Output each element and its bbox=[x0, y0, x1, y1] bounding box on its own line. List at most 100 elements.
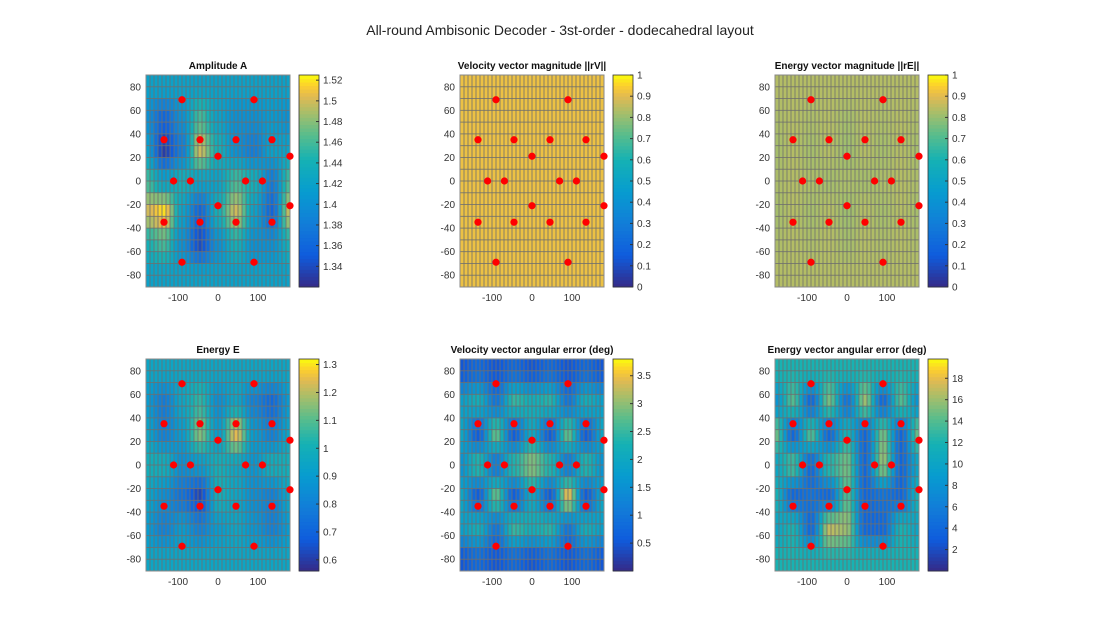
heatmap-cell bbox=[807, 110, 812, 123]
heatmap-cell bbox=[202, 181, 207, 194]
heatmap-cell bbox=[202, 157, 207, 170]
heatmap-cell bbox=[222, 110, 227, 123]
speaker-point bbox=[232, 136, 240, 144]
heatmap-cell bbox=[791, 204, 796, 217]
heatmap-cell bbox=[472, 359, 477, 372]
heatmap-cell bbox=[182, 476, 187, 489]
heatmap-cell bbox=[254, 359, 259, 372]
heatmap-cell bbox=[206, 192, 211, 205]
heatmap-cell bbox=[811, 251, 816, 264]
heatmap-cell bbox=[214, 488, 219, 501]
heatmap-cell bbox=[887, 476, 892, 489]
colorbar-segment bbox=[613, 457, 633, 462]
heatmap-cell bbox=[472, 523, 477, 537]
heatmap-cell bbox=[206, 429, 211, 442]
heatmap-cell bbox=[871, 500, 876, 513]
heatmap-cell bbox=[811, 523, 816, 537]
heatmap-cell bbox=[174, 441, 179, 454]
heatmap-cell bbox=[859, 133, 864, 147]
heatmap-cell bbox=[496, 263, 501, 276]
heatmap-cell bbox=[274, 204, 279, 217]
heatmap-cell bbox=[779, 500, 784, 513]
heatmap-cell bbox=[266, 145, 271, 158]
heatmap-cell bbox=[496, 406, 501, 419]
colorbar-segment bbox=[928, 163, 948, 168]
colorbar-segment bbox=[928, 528, 948, 533]
heatmap-cell bbox=[791, 547, 796, 560]
heatmap-cell bbox=[799, 110, 804, 123]
colorbar-segment bbox=[613, 443, 633, 448]
heatmap-cell bbox=[532, 133, 537, 147]
heatmap-cell bbox=[803, 263, 808, 276]
heatmap-cell bbox=[178, 275, 183, 288]
heatmap-cell bbox=[552, 133, 557, 147]
heatmap-cell bbox=[166, 263, 171, 276]
colorbar-segment bbox=[928, 113, 948, 118]
heatmap-cell bbox=[258, 133, 263, 147]
heatmap-cell bbox=[911, 145, 916, 158]
heatmap-cell bbox=[496, 382, 501, 395]
heatmap-cell bbox=[492, 228, 497, 241]
heatmap-cell bbox=[596, 216, 601, 229]
heatmap-cell bbox=[903, 476, 908, 489]
heatmap-cell bbox=[274, 122, 279, 135]
heatmap-cell bbox=[270, 465, 275, 478]
heatmap-cell bbox=[787, 228, 792, 241]
heatmap-cell bbox=[170, 169, 175, 182]
heatmap-cell bbox=[548, 145, 553, 158]
colorbar-segment bbox=[613, 188, 633, 193]
heatmap-cell bbox=[831, 216, 836, 229]
heatmap-cell bbox=[600, 169, 605, 182]
heatmap-cell bbox=[895, 110, 900, 123]
heatmap-cell bbox=[480, 169, 485, 182]
speaker-point bbox=[250, 542, 258, 550]
heatmap-cell bbox=[274, 75, 279, 88]
heatmap-cell bbox=[222, 239, 227, 253]
heatmap-cell bbox=[154, 547, 159, 560]
heatmap-cell bbox=[154, 157, 159, 170]
heatmap-cell bbox=[242, 204, 247, 217]
heatmap-cell bbox=[460, 370, 465, 383]
colorbar-segment bbox=[613, 205, 633, 210]
heatmap-cell bbox=[202, 204, 207, 217]
heatmap-cell bbox=[879, 110, 884, 123]
heatmap-cell bbox=[504, 145, 509, 158]
heatmap-cell bbox=[576, 453, 581, 466]
heatmap-cell bbox=[855, 441, 860, 454]
heatmap-cell bbox=[819, 500, 824, 513]
heatmap-cell bbox=[580, 559, 585, 572]
heatmap-cell bbox=[174, 263, 179, 276]
heatmap-cell bbox=[504, 417, 509, 431]
heatmap-cell bbox=[572, 559, 577, 572]
heatmap-cell bbox=[600, 145, 605, 158]
heatmap-cell bbox=[468, 523, 473, 537]
heatmap-cell bbox=[815, 133, 820, 147]
heatmap-cell bbox=[194, 251, 199, 264]
heatmap-cell bbox=[182, 192, 187, 205]
heatmap-cell bbox=[839, 216, 844, 229]
heatmap-cell bbox=[907, 453, 912, 466]
colorbar-segment bbox=[613, 475, 633, 480]
heatmap-cell bbox=[282, 488, 287, 501]
heatmap-cell bbox=[588, 441, 593, 454]
heatmap-cell bbox=[242, 216, 247, 229]
heatmap-cell bbox=[166, 417, 171, 431]
heatmap-cell bbox=[827, 559, 832, 572]
heatmap-cell bbox=[158, 429, 163, 442]
heatmap-cell bbox=[879, 228, 884, 241]
heatmap-cell bbox=[600, 181, 605, 194]
heatmap-cell bbox=[274, 523, 279, 537]
heatmap-cell bbox=[476, 75, 481, 88]
heatmap-cell bbox=[891, 417, 896, 431]
heatmap-cell bbox=[815, 275, 820, 288]
colorbar-segment bbox=[299, 272, 319, 277]
heatmap-cell bbox=[544, 417, 549, 431]
heatmap-cell bbox=[528, 547, 533, 560]
heatmap-cell bbox=[883, 133, 888, 147]
y-tick-label: -20 bbox=[756, 200, 771, 211]
heatmap-cell bbox=[190, 500, 195, 513]
heatmap-cell bbox=[588, 476, 593, 489]
colorbar-segment bbox=[613, 553, 633, 558]
heatmap-cell bbox=[568, 500, 573, 513]
heatmap-cell bbox=[560, 216, 565, 229]
